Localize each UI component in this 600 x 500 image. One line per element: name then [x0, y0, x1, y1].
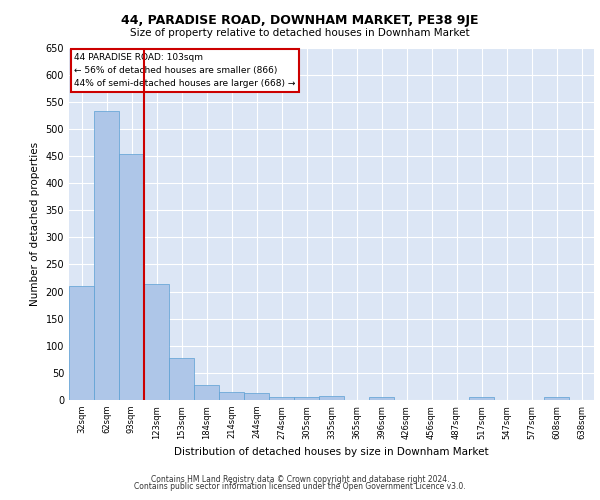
- Bar: [119, 154, 144, 400]
- X-axis label: Distribution of detached houses by size in Downham Market: Distribution of detached houses by size …: [174, 447, 489, 457]
- Bar: [69, 286, 94, 400]
- Text: 44, PARADISE ROAD, DOWNHAM MARKET, PE38 9JE: 44, PARADISE ROAD, DOWNHAM MARKET, PE38 …: [121, 14, 479, 27]
- Bar: [244, 394, 269, 400]
- Text: Contains HM Land Registry data © Crown copyright and database right 2024.: Contains HM Land Registry data © Crown c…: [151, 474, 449, 484]
- Text: Contains public sector information licensed under the Open Government Licence v3: Contains public sector information licen…: [134, 482, 466, 491]
- Bar: [319, 396, 344, 400]
- Bar: [194, 386, 219, 400]
- Bar: [144, 284, 169, 400]
- Bar: [294, 398, 319, 400]
- Bar: [369, 396, 394, 400]
- Bar: [269, 398, 294, 400]
- Text: Size of property relative to detached houses in Downham Market: Size of property relative to detached ho…: [130, 28, 470, 38]
- Bar: [544, 398, 569, 400]
- Y-axis label: Number of detached properties: Number of detached properties: [30, 142, 40, 306]
- Bar: [219, 392, 244, 400]
- Bar: [169, 358, 194, 400]
- Bar: [94, 111, 119, 400]
- Bar: [469, 398, 494, 400]
- Text: 44 PARADISE ROAD: 103sqm
← 56% of detached houses are smaller (866)
44% of semi-: 44 PARADISE ROAD: 103sqm ← 56% of detach…: [74, 53, 296, 88]
